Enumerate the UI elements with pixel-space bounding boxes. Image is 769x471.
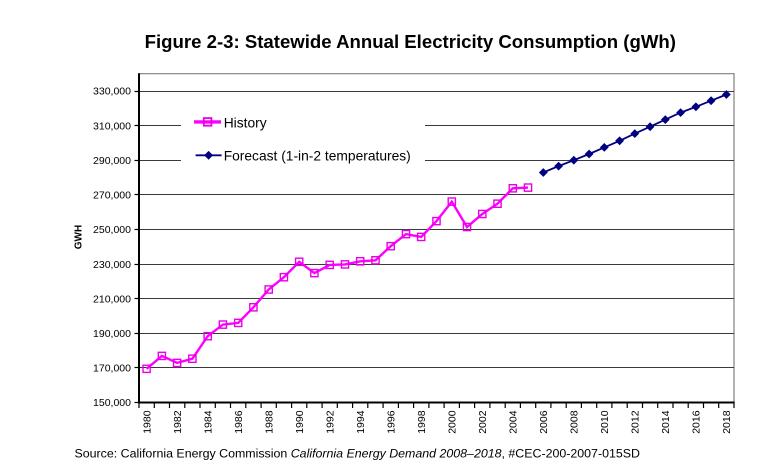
svg-text:270,000: 270,000 — [93, 190, 131, 202]
svg-text:Forecast (1-in-2 temperatures): Forecast (1-in-2 temperatures) — [224, 149, 411, 164]
svg-text:GWH: GWH — [74, 225, 85, 249]
svg-text:Source: California Energy Comm: Source: California Energy Commission Cal… — [75, 446, 641, 460]
svg-text:2002: 2002 — [477, 410, 489, 434]
svg-text:2016: 2016 — [691, 410, 703, 434]
svg-text:2000: 2000 — [447, 410, 459, 434]
svg-text:2012: 2012 — [630, 410, 642, 434]
svg-text:2018: 2018 — [721, 410, 733, 434]
svg-text:1990: 1990 — [294, 410, 306, 434]
svg-text:190,000: 190,000 — [93, 328, 131, 340]
svg-text:1986: 1986 — [233, 410, 245, 434]
svg-text:170,000: 170,000 — [93, 363, 131, 375]
svg-text:2006: 2006 — [538, 410, 550, 434]
svg-text:2008: 2008 — [569, 410, 581, 434]
svg-text:2004: 2004 — [508, 410, 520, 434]
svg-text:210,000: 210,000 — [93, 293, 131, 305]
svg-text:1992: 1992 — [324, 410, 336, 434]
svg-text:2010: 2010 — [599, 410, 611, 434]
svg-text:1980: 1980 — [141, 410, 153, 434]
svg-text:History: History — [224, 115, 267, 130]
svg-text:1998: 1998 — [416, 410, 428, 434]
svg-text:1984: 1984 — [202, 410, 214, 434]
svg-text:1982: 1982 — [172, 410, 184, 434]
svg-text:1994: 1994 — [355, 410, 367, 434]
svg-text:1996: 1996 — [385, 410, 397, 434]
svg-text:1988: 1988 — [263, 410, 275, 434]
svg-text:150,000: 150,000 — [93, 397, 131, 409]
svg-text:250,000: 250,000 — [93, 224, 131, 236]
svg-text:2014: 2014 — [660, 410, 672, 434]
svg-text:310,000: 310,000 — [93, 120, 131, 132]
svg-text:Figure 2-3: Statewide Annual E: Figure 2-3: Statewide Annual Electricity… — [145, 31, 676, 52]
svg-text:290,000: 290,000 — [93, 155, 131, 167]
svg-text:330,000: 330,000 — [93, 86, 131, 98]
svg-text:230,000: 230,000 — [93, 259, 131, 271]
